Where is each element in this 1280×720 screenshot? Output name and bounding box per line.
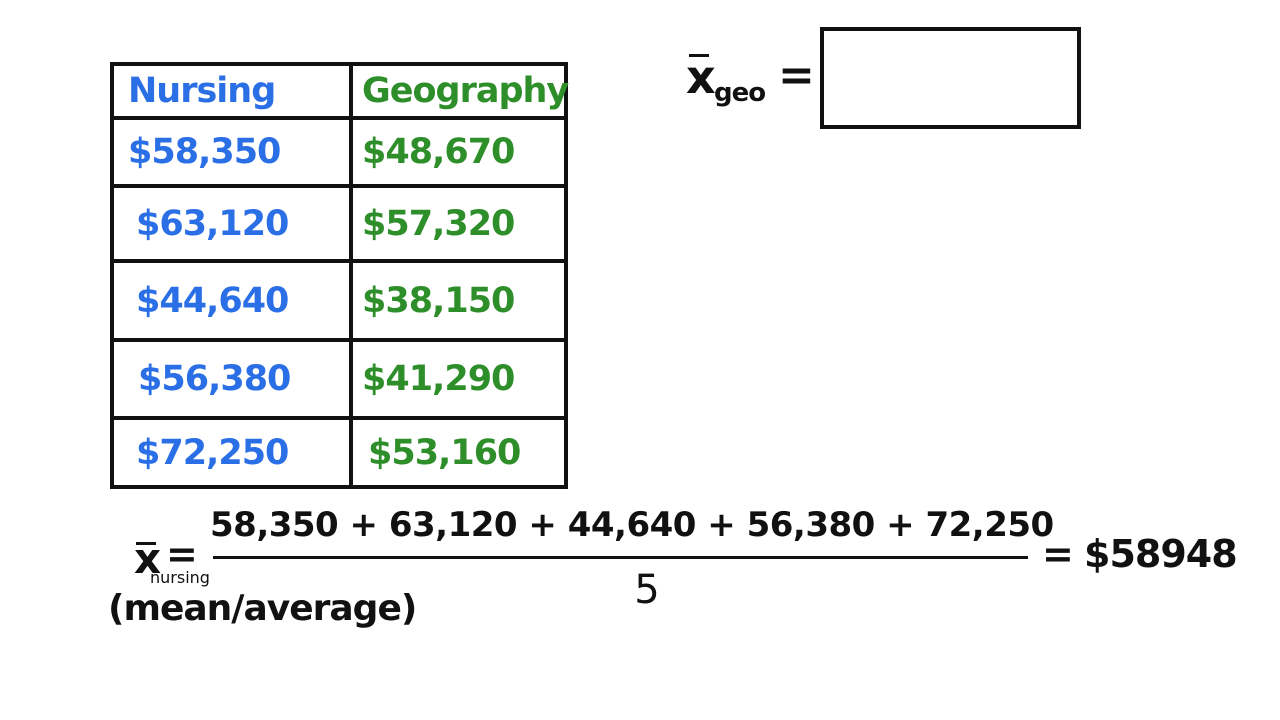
geo-mean-symbol: x geo [686, 50, 811, 120]
header-nursing: Nursing [128, 71, 276, 111]
nursing-subscript: nursing [150, 568, 210, 587]
nursing-salary-cell: $44,640 [136, 280, 289, 321]
geography-salary-cell: $38,150 [362, 280, 515, 321]
geo-mean-answer-box[interactable] [820, 27, 1081, 129]
nursing-mean-symbol: x nursing [134, 534, 224, 598]
table-row-divider [114, 259, 564, 263]
table-row-divider [114, 416, 564, 420]
nursing-salary-cell: $56,380 [138, 359, 291, 399]
table-row-divider [114, 338, 564, 342]
result-equals-sign: = [1042, 532, 1074, 576]
table-column-divider [349, 66, 353, 485]
salary-table: Nursing Geography $58,350 $48,670 $63,12… [110, 62, 569, 489]
geo-equals-sign: = [778, 50, 815, 101]
nursing-salary-cell: $63,120 [136, 203, 289, 244]
nursing-mean-result: $58948 [1084, 532, 1238, 576]
mean-overbar [136, 542, 156, 545]
mean-x-letter: x [686, 50, 716, 104]
geography-salary-cell: $57,320 [362, 203, 515, 244]
geography-salary-cell: $41,290 [362, 359, 515, 399]
mean-caption: (mean/average) [108, 588, 417, 629]
mean-overbar [689, 54, 709, 57]
geography-salary-cell: $53,160 [368, 432, 521, 473]
table-row-divider [114, 116, 564, 120]
geo-subscript: geo [714, 78, 766, 108]
mean-x-letter: x [134, 534, 162, 583]
fraction-bar [213, 556, 1028, 559]
table-row-divider [114, 184, 564, 188]
formula-denominator: 5 [634, 567, 660, 613]
formula-numerator: 58,350 + 63,120 + 44,640 + 56,380 + 72,2… [210, 505, 1054, 545]
nursing-equals-sign: = [166, 532, 198, 576]
geography-salary-cell: $48,670 [362, 132, 515, 172]
nursing-salary-cell: $58,350 [128, 132, 281, 172]
header-geography: Geography [362, 71, 569, 111]
nursing-salary-cell: $72,250 [136, 432, 289, 473]
